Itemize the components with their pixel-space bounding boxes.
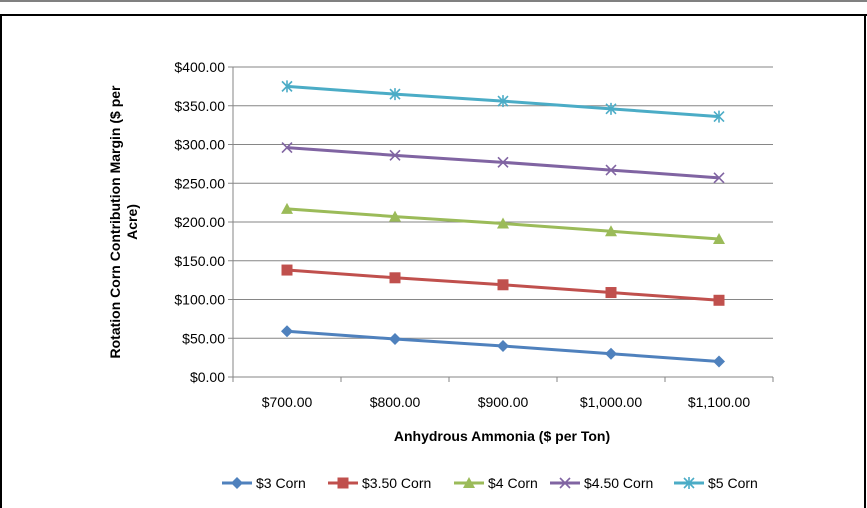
data-point-stroke	[389, 149, 401, 161]
legend-marker	[559, 477, 571, 489]
data-point-stroke	[713, 172, 725, 184]
data-point	[605, 347, 617, 360]
data-point	[281, 142, 293, 154]
y-tick-label: $400.00	[174, 59, 225, 75]
data-point-stroke	[497, 156, 509, 168]
y-tick-label: $0.00	[190, 369, 225, 385]
x-tick-label: $1,000.00	[580, 394, 642, 410]
legend-label: $3 Corn	[256, 475, 306, 491]
x-tick-label: $1,100.00	[688, 394, 750, 410]
data-point	[389, 149, 401, 161]
legend-item: $3 Corn	[222, 475, 306, 491]
data-point	[605, 164, 617, 176]
legend-marker	[463, 477, 475, 488]
y-tick-label: $300.00	[174, 137, 225, 153]
legend-marker	[231, 477, 243, 489]
data-point	[281, 325, 293, 338]
data-point	[281, 264, 293, 276]
data-point-stroke	[605, 164, 617, 176]
legend-marker	[337, 477, 349, 489]
data-point	[713, 294, 725, 306]
y-tick-label: $350.00	[174, 98, 225, 114]
x-tick-label: $900.00	[478, 394, 529, 410]
data-point	[389, 272, 401, 284]
data-point	[605, 102, 617, 115]
y-tick-label: $200.00	[174, 214, 225, 230]
y-axis-ticks: $0.00 $50.00 $100.00 $150.00 $200.00 $250.00 $…	[174, 59, 233, 385]
data-point	[713, 110, 725, 123]
data-point	[605, 287, 617, 299]
legend-label: $3.50 Corn	[362, 475, 431, 491]
data-point-stroke	[281, 142, 293, 154]
y-axis-title: Rotation Corn Contribution Margin ($ per…	[107, 85, 140, 359]
x-axis-ticks: $700.00 $800.00 $900.00 $1,000.00 $1,100.00	[232, 377, 774, 410]
y-tick-label: $50.00	[182, 330, 225, 346]
data-point	[281, 80, 293, 93]
data-point	[497, 279, 509, 291]
data-point	[281, 202, 293, 214]
data-point	[497, 156, 509, 168]
data-point	[497, 217, 509, 229]
legend-item: $4.50 Corn	[550, 475, 653, 491]
data-point	[605, 225, 617, 237]
data-point	[713, 355, 725, 368]
legend-item: $5 Corn	[674, 475, 758, 491]
legend-marker-stroke	[559, 477, 571, 489]
legend-marker	[683, 477, 695, 489]
data-point	[713, 233, 725, 245]
x-tick-label: $700.00	[262, 394, 313, 410]
y-tick-label: $250.00	[174, 175, 225, 191]
series-layer	[281, 80, 725, 368]
legend: $3 Corn $3.50 Corn $4 Corn $4.50 Corn $5 Cor…	[222, 475, 758, 491]
y-axis-title-line-1: Rotation Corn Contribution Margin ($ per	[107, 85, 123, 359]
x-tick-label: $800.00	[370, 394, 421, 410]
y-axis-title-line-2: Acre)	[124, 204, 140, 240]
data-point	[389, 210, 401, 222]
y-tick-label: $100.00	[174, 292, 225, 308]
data-point	[389, 333, 401, 346]
legend-item: $3.50 Corn	[328, 475, 431, 491]
legend-item: $4 Corn	[454, 475, 538, 491]
legend-label: $4 Corn	[488, 475, 538, 491]
legend-label: $5 Corn	[708, 475, 758, 491]
data-point	[389, 88, 401, 101]
data-point	[713, 172, 725, 184]
data-point	[497, 340, 509, 352]
y-tick-label: $150.00	[174, 253, 225, 269]
x-axis-title: Anhydrous Ammonia ($ per Ton)	[394, 428, 610, 444]
data-point	[497, 95, 509, 108]
legend-label: $4.50 Corn	[584, 475, 653, 491]
